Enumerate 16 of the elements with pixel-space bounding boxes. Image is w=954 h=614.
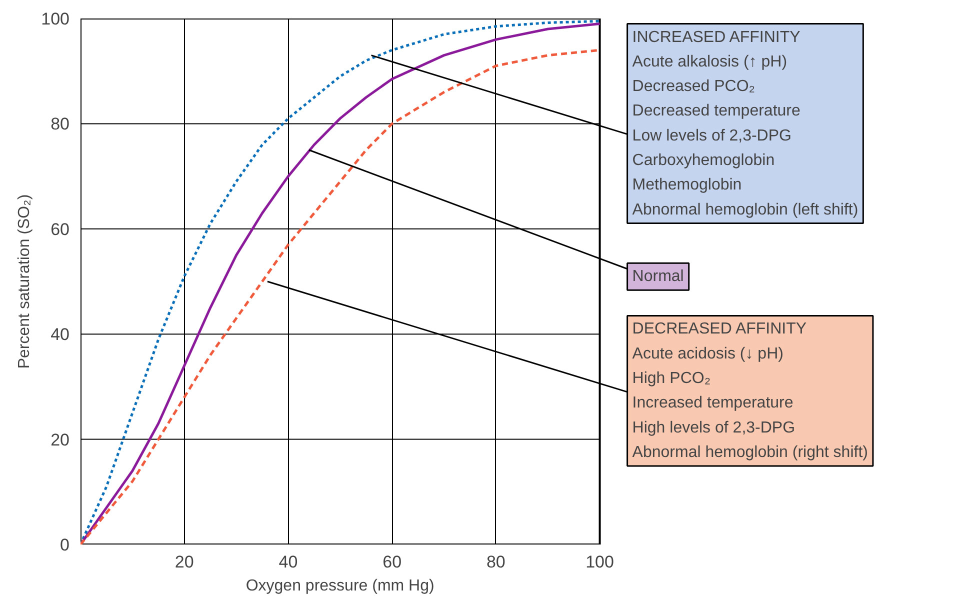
y-tick-label: 40 [50,325,70,344]
annotation: DECREASED AFFINITY Acute acidosis (↓ pH) High PCO₂ Increased temperature High levels of 2,3-DPG Abnormal hemoglobin (right shift) [632,320,868,461]
y-tick-label: 20 [50,430,70,450]
annotation: INCREASED AFFINITY Acute alkalosis (↑ pH) Decreased PCO₂ Decreased temperature Low levels of 2,3-DPG Carboxyhemoglobin Methemoglobin Abnormal hemoglobin (left shift) [632,28,858,218]
x-tick-label: 100 [586,552,614,572]
x-tick-label: 40 [278,552,298,572]
x-tick-label: 60 [382,552,402,572]
y-axis-title: Percent saturation (SO₂) [16,194,34,369]
x-axis-title: Oxygen pressure (mm Hg) [246,578,434,594]
x-tick-label: 80 [486,552,506,572]
y-tick-label: 100 [41,10,70,28]
y-tick-label: 0 [60,536,70,554]
y-tick-label: 80 [50,114,70,134]
annotation: Normal [632,268,684,286]
y-tick-label: 60 [50,220,70,239]
x-tick-label: 20 [174,552,194,572]
